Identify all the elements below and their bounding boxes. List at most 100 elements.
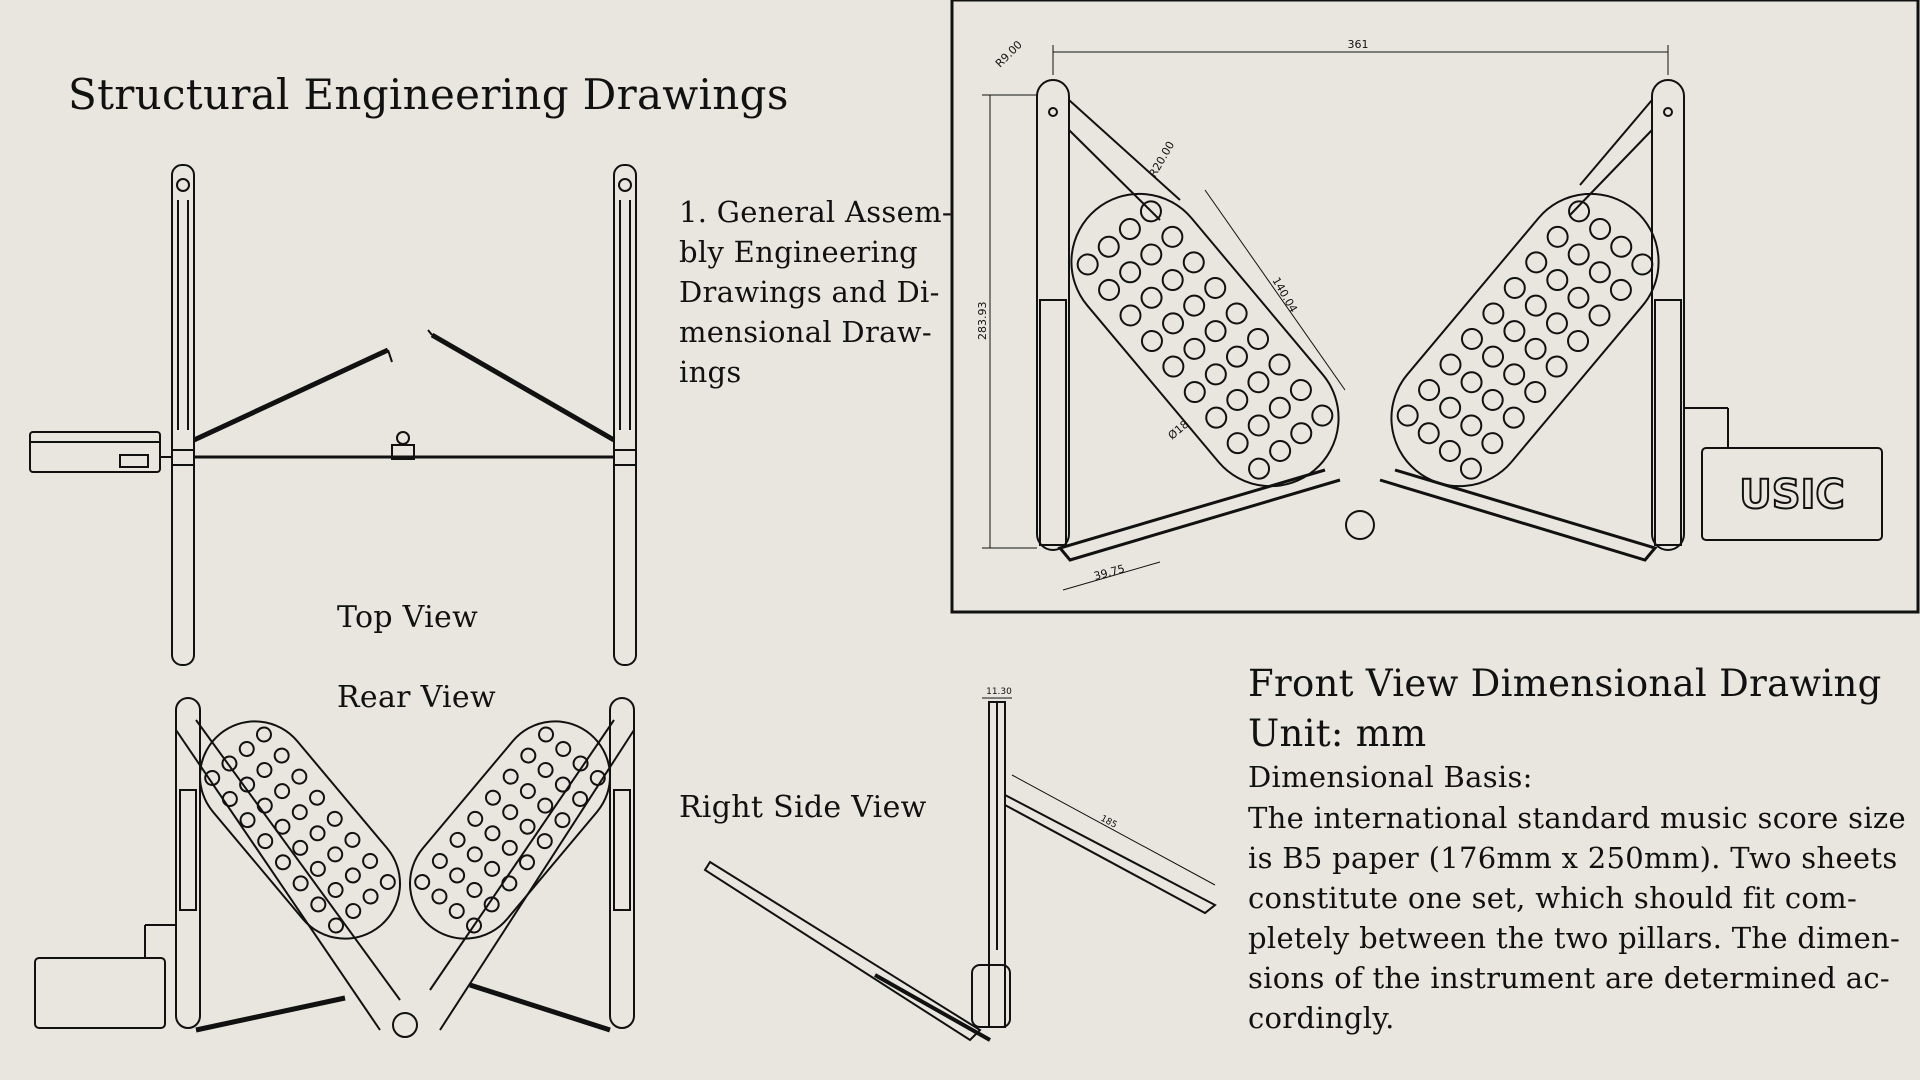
ga-line: Drawings and Di- [679, 275, 940, 309]
panel-hole [362, 888, 379, 905]
panel-hole [328, 917, 345, 934]
panel-hole [1161, 269, 1184, 292]
panel-hole [1097, 235, 1120, 258]
panel-hole [1247, 371, 1270, 394]
right-side-view-label: Right Side View [679, 790, 927, 825]
panel-hole [519, 783, 536, 800]
panel-hole [274, 854, 291, 871]
general-assembly-heading: 1. General Assem- bly Engineering Drawin… [679, 192, 952, 392]
dim-arm-offset: 39.75 [1092, 562, 1126, 583]
panel-hole [1525, 251, 1548, 274]
panel-hole [484, 825, 501, 842]
panel-hole [1545, 312, 1568, 335]
page-title: Structural Engineering Drawings [68, 70, 789, 119]
panel-hole [1248, 457, 1271, 480]
rear-right-arm [469, 982, 611, 1033]
basis-line: The international standard music score s… [1248, 801, 1906, 835]
ga-line: mensional Draw- [679, 315, 932, 349]
front-view-title: Front View Dimensional Drawing [1248, 662, 1882, 705]
panel-hole [1481, 388, 1504, 411]
panel-hole [221, 791, 238, 808]
panel-hole [536, 833, 553, 850]
panel-hole [483, 896, 500, 913]
panel-hole [1524, 337, 1547, 360]
panel-hole [501, 875, 518, 892]
panel-hole [291, 768, 308, 785]
panel-hole [257, 833, 274, 850]
basis-line: cordingly. [1248, 1001, 1395, 1035]
panel-hole [1247, 327, 1270, 350]
panel-hole [1162, 312, 1185, 335]
panel-hole [1438, 439, 1461, 462]
rear-control-box [34, 957, 166, 1029]
panel-hole [292, 875, 309, 892]
top-view-label: Top View [337, 600, 479, 635]
dim-width-text: 361 [1348, 38, 1369, 51]
panel-hole [1268, 396, 1291, 419]
panel-hole [291, 804, 308, 821]
panel-hole [1268, 353, 1291, 376]
side-control-box [971, 964, 1011, 1028]
panel-hole [484, 860, 501, 877]
panel-hole [1567, 286, 1590, 309]
panel-hole [1269, 439, 1292, 462]
panel-hole [1290, 422, 1313, 445]
rear-right-pillar [609, 697, 635, 1029]
basis-line: pletely between the two pillars. The dim… [1248, 921, 1901, 955]
panel-hole [1524, 294, 1547, 317]
rear-right-panel [409, 720, 611, 940]
panel-hole [449, 867, 466, 884]
panel-hole [589, 769, 606, 786]
panel-hole [1162, 355, 1185, 378]
panel-hole [501, 839, 518, 856]
panel-hole [1204, 363, 1227, 386]
panel-hole [1609, 278, 1632, 301]
panel-hole [362, 852, 379, 869]
panel-hole [519, 818, 536, 835]
panel-hole [1568, 200, 1591, 223]
panel-hole [309, 789, 326, 806]
panel-hole [1482, 302, 1505, 325]
panel-hole [1311, 404, 1334, 427]
dimensional-basis-label: Dimensional Basis: [1248, 760, 1533, 794]
panel-hole [502, 768, 519, 785]
panel-hole [1119, 304, 1142, 327]
panel-hole [309, 825, 326, 842]
panel-hole [1098, 278, 1121, 301]
panel-hole [1610, 235, 1633, 258]
front-left-arm [1057, 468, 1341, 562]
panel-hole [1140, 243, 1163, 266]
panel-hole [1439, 396, 1462, 419]
panel-hole [1183, 294, 1206, 317]
panel-hole [1247, 414, 1270, 437]
panel-hole [1460, 414, 1483, 437]
panel-hole [1183, 337, 1206, 360]
panel-hole [1502, 406, 1525, 429]
panel-hole [1459, 457, 1482, 480]
panel-hole [327, 846, 344, 863]
panel-hole [466, 846, 483, 863]
rear-left-pillar [175, 697, 201, 1029]
panel-hole [1589, 218, 1612, 241]
panel-hole [449, 831, 466, 848]
top-right-pillar-knob [618, 178, 632, 192]
dimensional-basis-text: The international standard music score s… [1248, 798, 1906, 1038]
top-control-box [29, 431, 161, 473]
panel-hole [344, 831, 361, 848]
panel-hole [520, 747, 537, 764]
dim-radius-panel: R20.00 [1146, 139, 1177, 179]
top-left-pillar [171, 164, 195, 666]
panel-hole [256, 762, 273, 779]
panel-hole [1546, 269, 1569, 292]
front-left-panel [1070, 192, 1340, 488]
dim-panel-text: 140.04 [1269, 275, 1300, 315]
panel-hole [572, 791, 589, 808]
ga-line: bly Engineering [679, 235, 919, 269]
panel-hole [572, 755, 589, 772]
panel-hole [1140, 330, 1163, 353]
panel-hole [1524, 381, 1547, 404]
panel-hole [238, 740, 255, 757]
panel-hole [1481, 432, 1504, 455]
panel-hole [538, 726, 555, 743]
